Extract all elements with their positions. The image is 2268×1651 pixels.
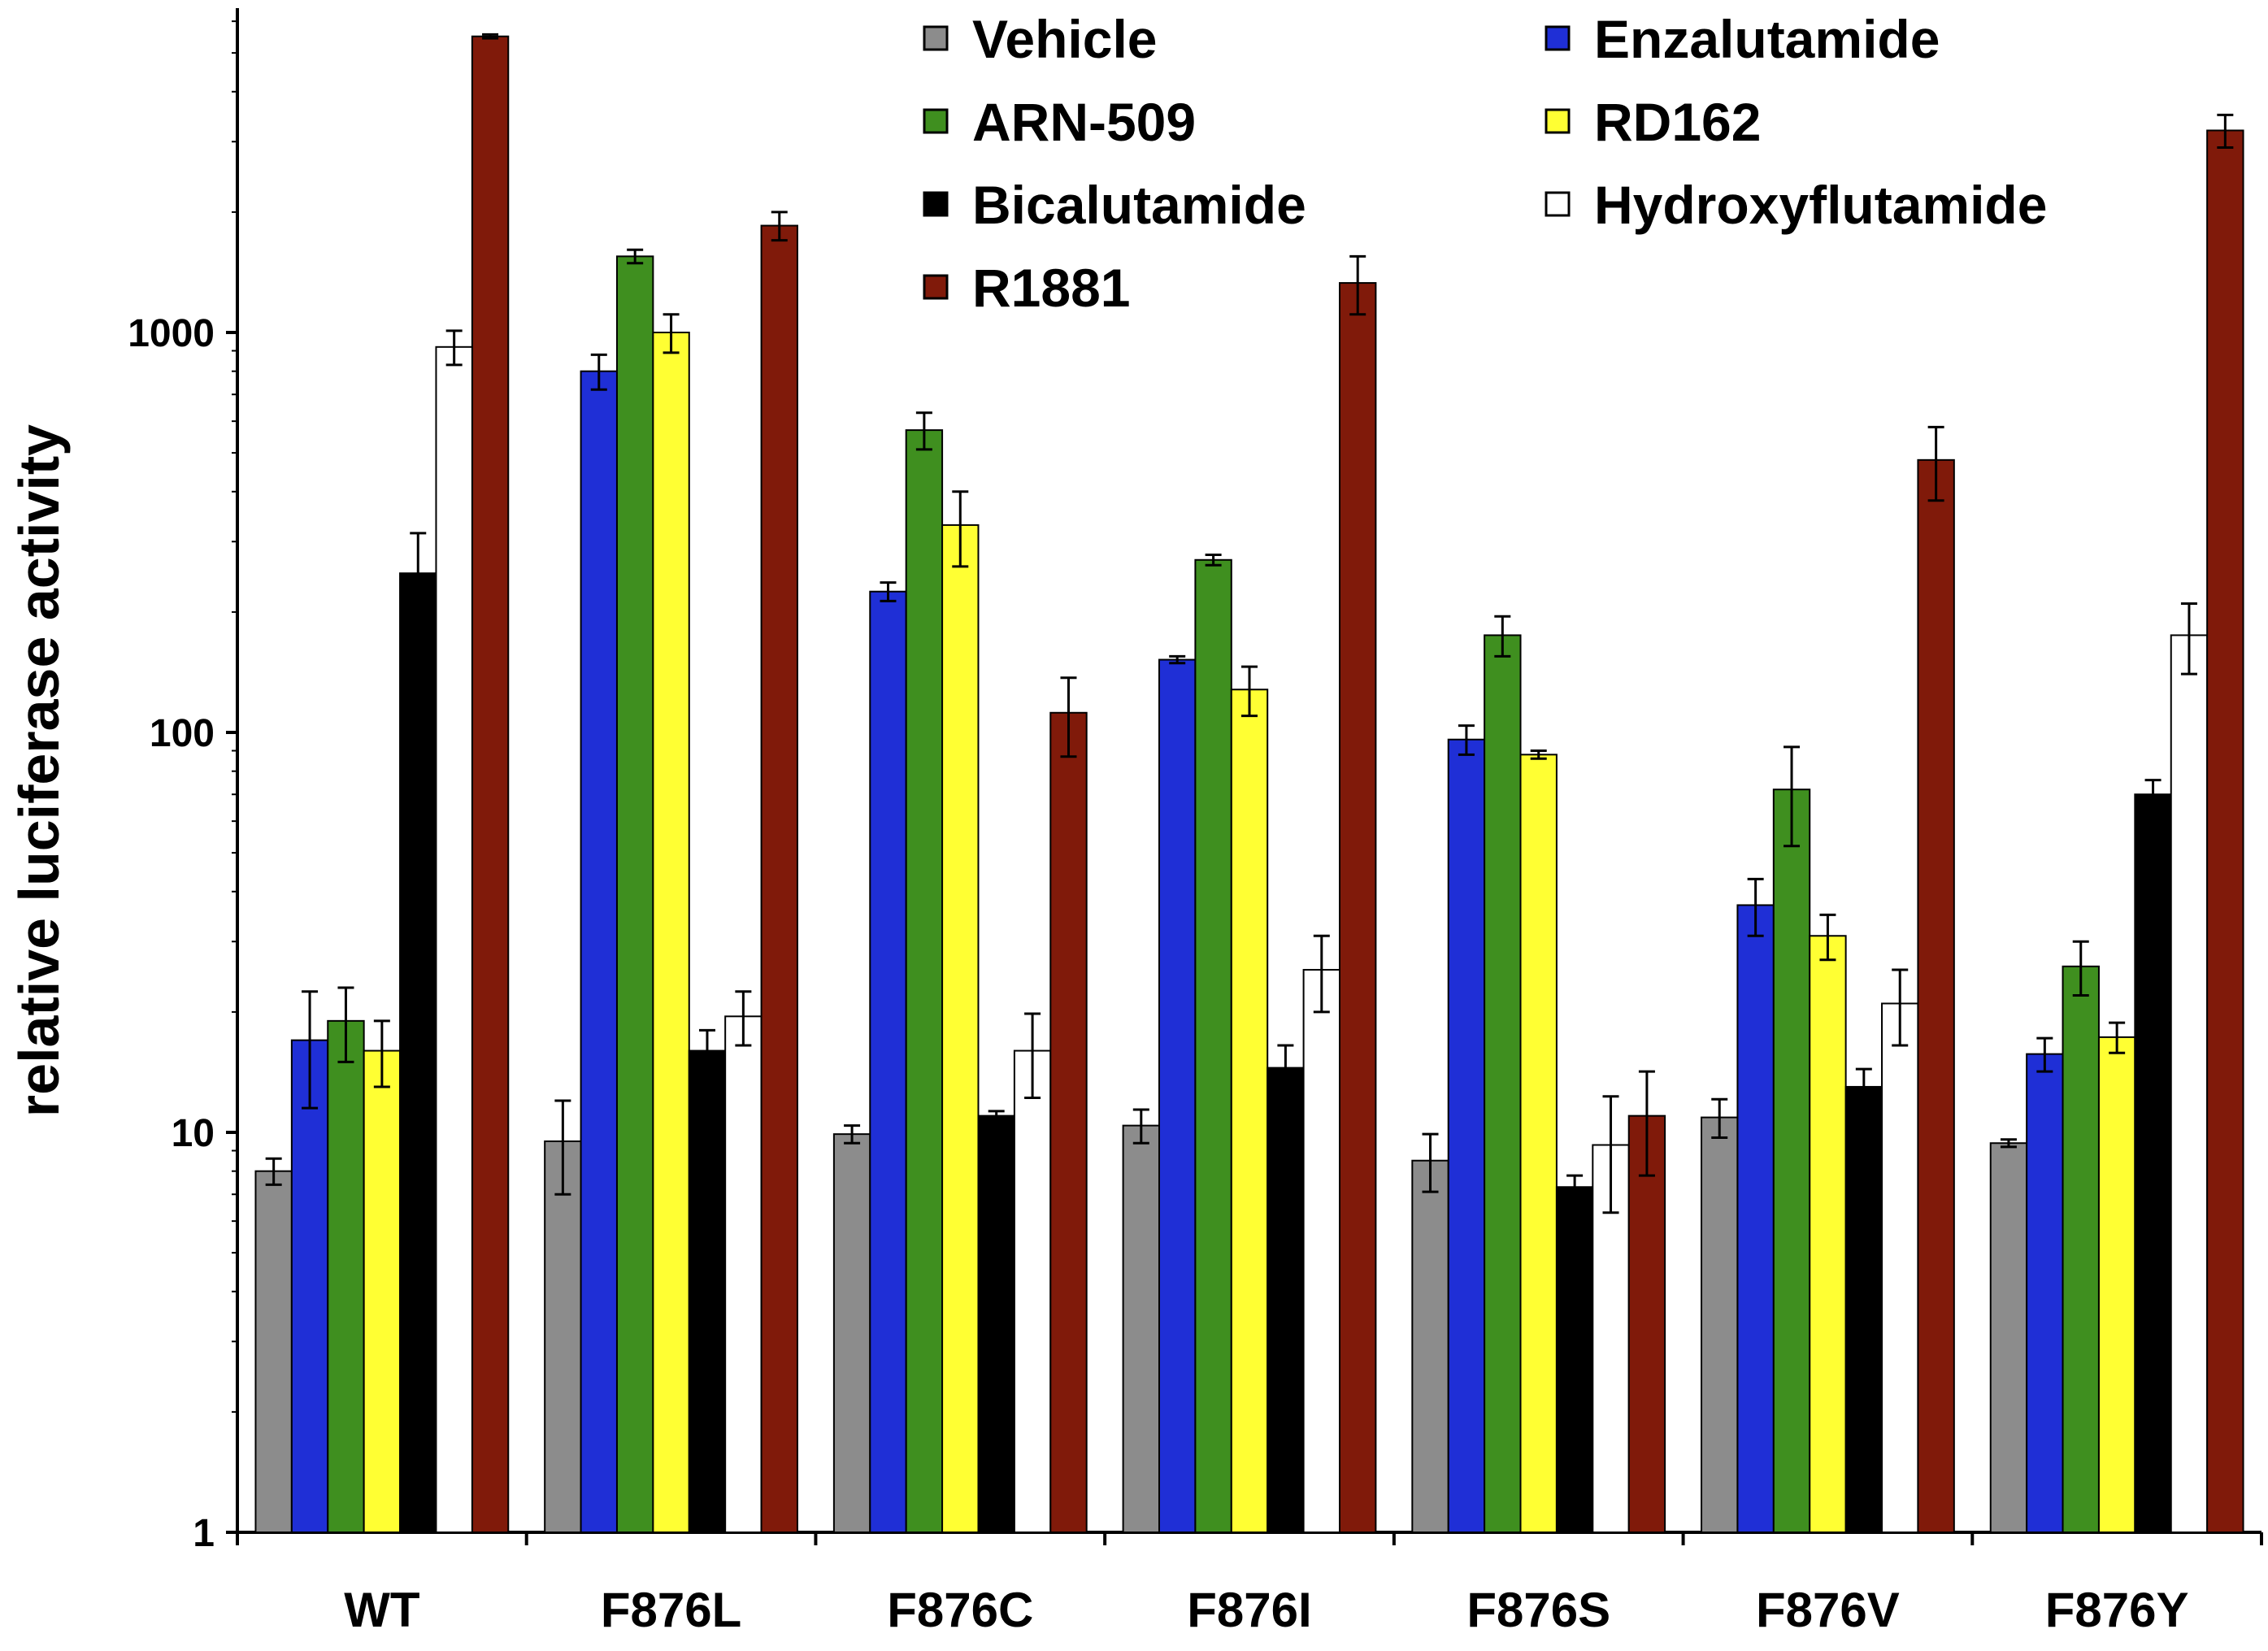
- bar: [2134, 793, 2172, 1533]
- bar: [688, 1049, 727, 1533]
- bar: [1411, 1159, 1449, 1533]
- bar: [1555, 1186, 1594, 1533]
- bar: [977, 1114, 1015, 1533]
- bar: [1267, 1067, 1305, 1533]
- bar: [1194, 558, 1232, 1533]
- y-tick-label: 1: [193, 1512, 215, 1555]
- legend-swatch: [923, 274, 949, 300]
- bar: [2206, 129, 2244, 1534]
- bar: [1701, 1116, 1739, 1534]
- bar: [2170, 634, 2209, 1533]
- bar: [2097, 1036, 2136, 1533]
- bar: [652, 332, 690, 1533]
- x-tick-label: F876V: [1756, 1583, 1900, 1637]
- legend-swatch: [1545, 108, 1571, 134]
- bar: [1519, 754, 1558, 1533]
- y-axis-label: relative luciferase activity: [7, 424, 71, 1117]
- x-tick-label: F876L: [601, 1583, 741, 1637]
- bar: [254, 1170, 293, 1533]
- bar: [941, 524, 980, 1533]
- legend-label: Bicalutamide: [972, 175, 1306, 235]
- bar: [1809, 935, 1847, 1533]
- y-ticks: 1 10 100 1000: [128, 20, 237, 1555]
- bar: [363, 1049, 402, 1533]
- bar: [760, 224, 798, 1533]
- legend-label: ARN-509: [972, 92, 1196, 152]
- bar: [2062, 965, 2100, 1533]
- bar: [724, 1015, 763, 1533]
- legend-swatch: [1545, 191, 1571, 217]
- bar: [1302, 968, 1340, 1533]
- legend-label: Hydroxyflutamide: [1594, 175, 2047, 235]
- x-tick-label: WT: [344, 1583, 419, 1637]
- x-tick-label: F876S: [1466, 1583, 1610, 1637]
- legend-label: R1881: [972, 258, 1131, 318]
- bar: [327, 1019, 365, 1534]
- bar: [290, 1039, 329, 1533]
- bar: [435, 345, 473, 1533]
- bar: [1736, 904, 1775, 1533]
- legend-swatch: [1545, 25, 1571, 51]
- legend-label: Enzalutamide: [1594, 9, 1940, 69]
- bar: [1447, 738, 1486, 1533]
- legend-swatch: [923, 108, 949, 134]
- bar: [615, 255, 654, 1533]
- bar: [1772, 789, 1811, 1533]
- legend-swatch: [923, 191, 949, 217]
- bar: [2026, 1053, 2064, 1534]
- bar: [1230, 689, 1269, 1533]
- bar: [905, 429, 944, 1533]
- x-tick-label: F876I: [1187, 1583, 1311, 1637]
- bar: [1122, 1124, 1160, 1534]
- bar: [1013, 1049, 1052, 1533]
- bar: [1158, 658, 1197, 1533]
- bar: [580, 370, 618, 1534]
- x-tick-label: F876Y: [2045, 1583, 2189, 1637]
- x-tick-label: F876C: [887, 1583, 1033, 1637]
- bar: [1881, 1002, 1919, 1534]
- bar: [1989, 1142, 2028, 1533]
- legend-label: RD162: [1594, 92, 1761, 152]
- bars: [254, 33, 2244, 1534]
- y-tick-label: 1000: [128, 312, 215, 355]
- bar: [869, 590, 907, 1533]
- bar: [1917, 458, 1955, 1533]
- legend-swatch: [923, 25, 949, 51]
- legend: Vehicle Enzalutamide ARN-509 RD162 Bicalutam…: [923, 9, 2047, 318]
- y-tick-label: 10: [172, 1112, 215, 1155]
- bar: [832, 1133, 871, 1533]
- bar: [1844, 1085, 1883, 1533]
- bar: [471, 35, 510, 1533]
- bar: [544, 1140, 582, 1533]
- bar: [1049, 711, 1088, 1533]
- y-tick-label: 100: [150, 712, 215, 755]
- legend-label: Vehicle: [972, 9, 1158, 69]
- x-ticks: WT F876L F876C F876I F876S F876V F876Y: [236, 1532, 2263, 1637]
- bar: [399, 572, 437, 1533]
- bar: [1484, 634, 1522, 1533]
- bar: [1627, 1114, 1666, 1533]
- bar: [1339, 282, 1377, 1534]
